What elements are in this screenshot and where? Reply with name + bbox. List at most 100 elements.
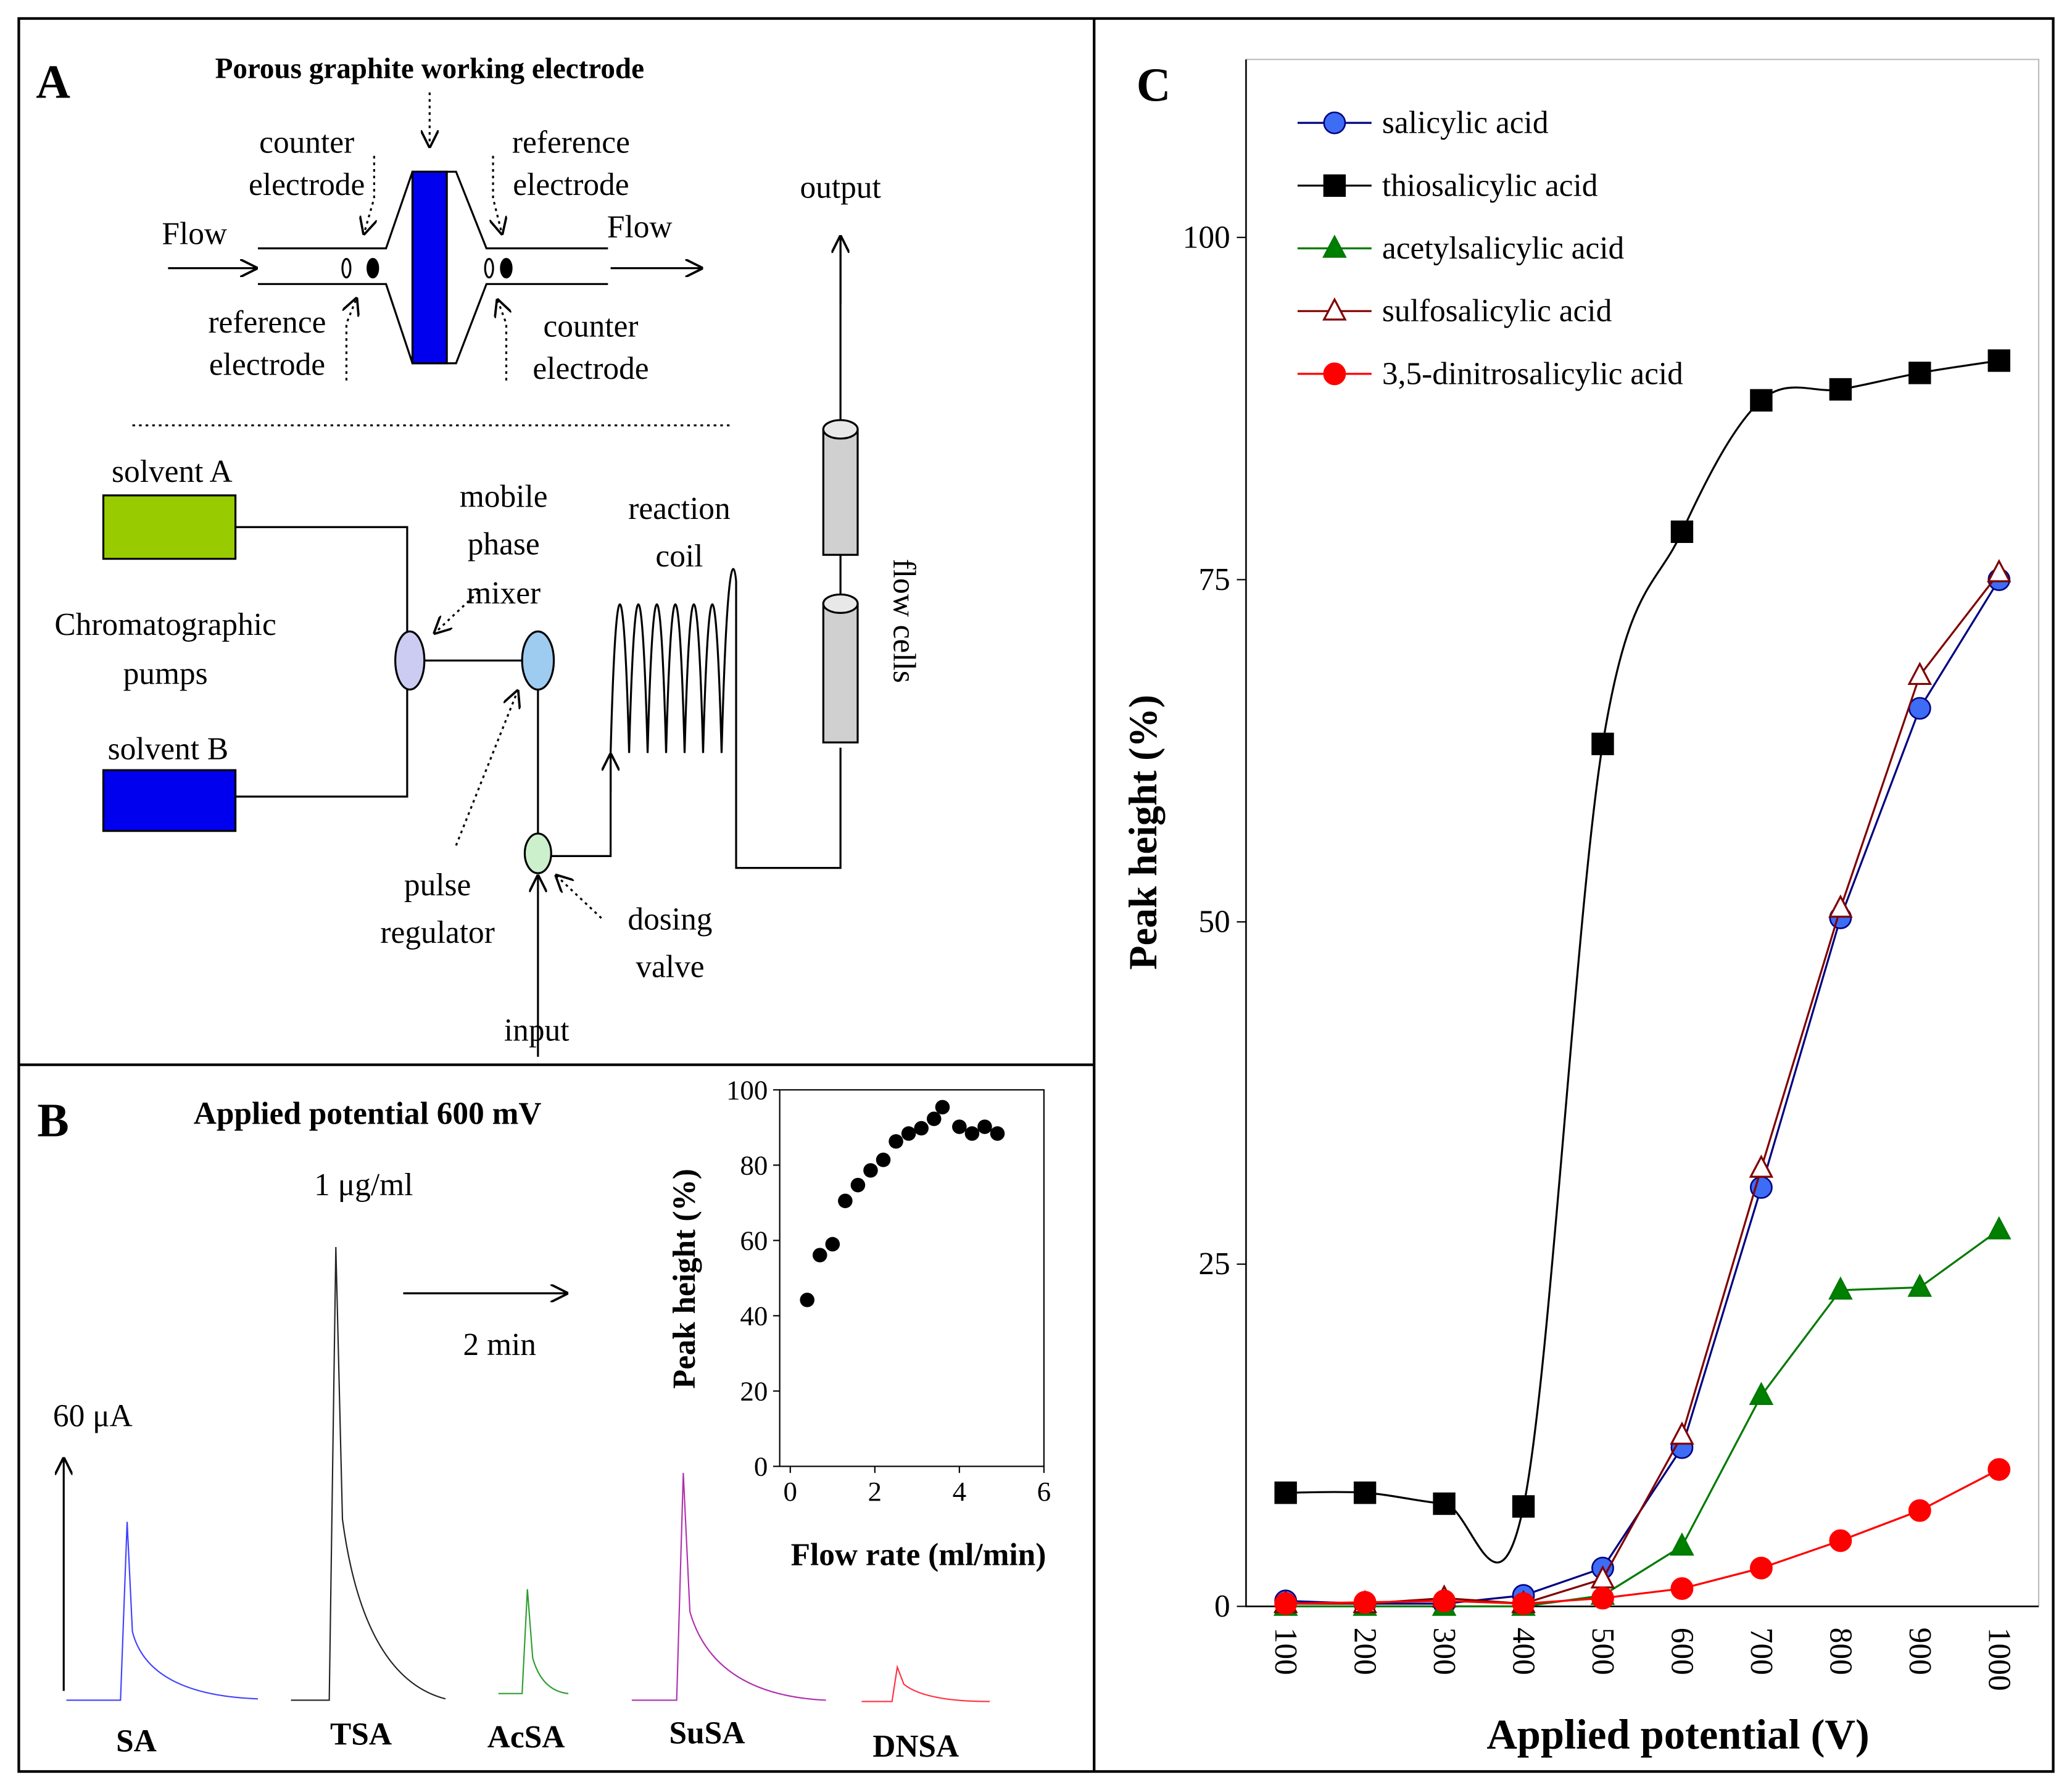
point — [800, 1292, 814, 1307]
marker — [1749, 1556, 1773, 1580]
x-axis-label: Flow rate (ml/min) — [791, 1537, 1046, 1572]
marker — [1749, 1382, 1774, 1406]
trace — [631, 1473, 826, 1701]
electrode — [484, 258, 494, 279]
marker — [1591, 1586, 1614, 1610]
x-tick-label: 100 — [1268, 1628, 1303, 1675]
point — [952, 1119, 967, 1134]
label: mobile — [460, 479, 548, 515]
working-electrode — [411, 170, 448, 365]
diagram — [102, 92, 859, 1057]
x-tick-label: 800 — [1823, 1628, 1858, 1675]
solvent-a — [102, 494, 237, 560]
y-tick-label: 100 — [1183, 220, 1230, 255]
trace — [291, 1247, 446, 1701]
label: SuSA — [669, 1715, 745, 1751]
point — [964, 1126, 980, 1141]
pointer — [455, 690, 518, 846]
x-tick-label: 0 — [784, 1476, 797, 1507]
marker — [1512, 1592, 1535, 1615]
point — [876, 1153, 891, 1167]
label: reference — [512, 125, 630, 160]
x-axis-label: Applied potential (V) — [1486, 1711, 1869, 1758]
marker — [1353, 1591, 1377, 1614]
marker — [1908, 362, 1931, 384]
marker — [1908, 697, 1931, 720]
marker — [1274, 1481, 1297, 1504]
frame — [17, 17, 2055, 1773]
electrode — [367, 258, 379, 279]
label: pulse — [404, 868, 471, 903]
marker — [1591, 732, 1614, 755]
marker — [1670, 520, 1694, 543]
marker — [1512, 1495, 1535, 1518]
panel-label: C — [1137, 58, 1171, 111]
label: solvent B — [108, 731, 229, 766]
marker — [1749, 1154, 1774, 1178]
marker — [1670, 1421, 1694, 1445]
marker — [1828, 1276, 1853, 1300]
y-tick-label: 0 — [754, 1451, 768, 1481]
label: mixer — [466, 576, 541, 611]
x-tick-label: 1000 — [1981, 1628, 2016, 1691]
trace-labels: B Applied potential 600 mV 1 μg/ml 2 min… — [37, 58, 1171, 1764]
marker — [1670, 1577, 1694, 1600]
marker — [1670, 1532, 1694, 1556]
pointer — [497, 299, 506, 381]
label: electrode — [209, 347, 325, 382]
point — [825, 1237, 840, 1252]
panel-label: B — [37, 1094, 68, 1147]
label: DNSA — [872, 1729, 959, 1764]
label: regulator — [380, 915, 494, 950]
point — [838, 1193, 853, 1209]
y-tick-label: 100 — [726, 1074, 768, 1105]
point — [926, 1111, 942, 1127]
electrode — [500, 258, 513, 279]
flow-cell — [822, 602, 859, 744]
x-tick-label: 600 — [1664, 1628, 1699, 1675]
marker — [1986, 559, 2012, 582]
x-tick-label: 200 — [1348, 1628, 1383, 1675]
marker — [1433, 1492, 1456, 1515]
y-tick-label: 0 — [1214, 1589, 1230, 1624]
electrode — [341, 258, 352, 279]
label: counter — [543, 309, 638, 344]
legend-label: 3,5-dinitrosalicylic acid — [1382, 356, 1683, 391]
marker — [1433, 1589, 1456, 1612]
legend-marker — [1323, 362, 1346, 386]
marker — [1828, 894, 1853, 918]
label: SA — [116, 1723, 157, 1759]
marker — [1829, 1529, 1852, 1552]
y-tick-label: 20 — [740, 1375, 768, 1406]
point — [850, 1177, 866, 1193]
label: output — [800, 170, 881, 205]
trace — [66, 1522, 259, 1701]
traces — [64, 1247, 990, 1702]
label: valve — [636, 950, 704, 985]
label: Flow — [607, 210, 673, 245]
marker — [1987, 349, 2010, 372]
marker — [1829, 378, 1852, 401]
y-tick-label: 40 — [740, 1300, 768, 1331]
x-tick-label: 300 — [1427, 1628, 1462, 1675]
series-line — [1285, 1229, 2000, 1608]
x-tick-label: 4 — [953, 1476, 966, 1507]
label: electrode — [249, 167, 365, 202]
pointer — [555, 874, 602, 919]
mixer — [521, 630, 555, 691]
point — [812, 1248, 827, 1262]
label: solvent A — [112, 454, 233, 489]
legend-marker — [1323, 111, 1346, 135]
pointer — [493, 155, 502, 235]
pointer — [363, 155, 374, 235]
legend-label: salicylic acid — [1382, 106, 1549, 141]
x-tick-label: 400 — [1506, 1628, 1541, 1675]
label: Chromatographic — [54, 607, 276, 642]
marker — [1274, 1592, 1298, 1615]
label: electrode — [513, 167, 629, 202]
label: 2 min — [463, 1327, 536, 1362]
x-tick-label: 700 — [1744, 1628, 1779, 1675]
label: Applied potential 600 mV — [194, 1096, 542, 1131]
label: flow cells — [886, 559, 921, 683]
y-tick-label: 80 — [740, 1150, 768, 1180]
